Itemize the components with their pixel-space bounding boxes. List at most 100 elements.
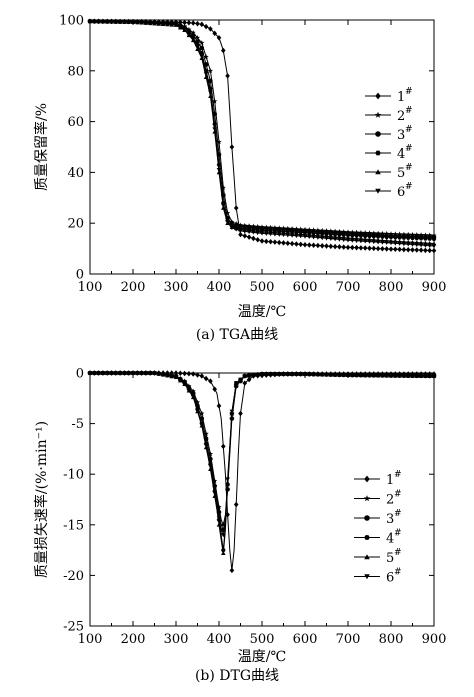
data-point xyxy=(289,240,295,247)
data-point xyxy=(393,373,398,378)
data-point xyxy=(358,245,364,251)
data-point xyxy=(233,381,239,386)
data-point xyxy=(87,19,93,24)
data-point xyxy=(169,22,174,27)
legend-marker xyxy=(364,475,370,483)
data-point xyxy=(246,234,252,240)
data-point xyxy=(208,464,213,469)
data-point xyxy=(285,240,291,247)
legend-entry-superscript: # xyxy=(405,182,413,192)
data-point xyxy=(294,372,299,377)
x-tick-label: 300 xyxy=(164,632,189,647)
legend-entry-2: 2 xyxy=(397,109,405,124)
data-point xyxy=(418,374,424,379)
data-point xyxy=(190,20,196,26)
series-line-4 xyxy=(90,20,434,240)
data-point xyxy=(139,20,144,25)
legend-marker xyxy=(375,131,381,137)
data-point xyxy=(264,238,269,245)
data-point xyxy=(268,238,273,245)
series-6 xyxy=(87,371,437,538)
data-point xyxy=(350,238,355,243)
legend-entry-superscript: # xyxy=(405,125,413,135)
data-point xyxy=(182,370,187,377)
series-4 xyxy=(87,371,437,553)
data-point xyxy=(190,29,196,35)
x-tick-label: 200 xyxy=(121,632,146,647)
data-point xyxy=(109,371,114,376)
x-tick-label: 500 xyxy=(250,632,275,647)
data-point xyxy=(341,237,346,243)
data-point xyxy=(130,20,136,25)
data-point xyxy=(117,19,123,25)
y-tick-label: -25 xyxy=(63,620,84,635)
data-point xyxy=(362,245,368,251)
data-point xyxy=(130,371,136,376)
data-point xyxy=(195,45,200,50)
data-point xyxy=(186,20,192,26)
data-point xyxy=(319,236,325,241)
data-point xyxy=(380,240,385,245)
data-point xyxy=(186,387,192,392)
data-point xyxy=(384,246,389,252)
data-point xyxy=(307,242,312,248)
data-point xyxy=(203,54,209,60)
data-point xyxy=(246,229,252,235)
data-point xyxy=(401,373,407,378)
data-point xyxy=(221,533,226,538)
legend-entry-6: 6 xyxy=(386,571,394,586)
data-point xyxy=(328,232,334,237)
data-point xyxy=(238,377,243,382)
data-point xyxy=(332,243,338,250)
legend-entry-superscript: # xyxy=(405,163,413,173)
data-point xyxy=(156,371,162,377)
data-point xyxy=(264,372,269,377)
data-point xyxy=(298,241,303,248)
series-6 xyxy=(87,19,437,249)
data-point xyxy=(332,372,338,378)
data-point xyxy=(431,247,437,254)
data-point xyxy=(371,373,377,378)
data-point xyxy=(216,35,222,41)
legend-entry-2: 2 xyxy=(386,493,394,508)
y-tick-label: 100 xyxy=(59,14,84,29)
series-5 xyxy=(87,18,437,246)
legend-marker xyxy=(364,515,370,521)
data-point xyxy=(315,372,321,377)
data-point xyxy=(410,247,415,253)
data-point xyxy=(199,373,205,379)
data-point xyxy=(289,372,295,377)
data-point xyxy=(405,246,411,253)
data-point xyxy=(345,233,351,238)
data-point xyxy=(242,374,248,379)
legend-entry-6: 6 xyxy=(397,185,405,200)
data-point xyxy=(315,235,321,240)
data-point xyxy=(405,235,411,240)
data-point xyxy=(414,373,420,379)
data-point xyxy=(431,244,437,249)
data-point xyxy=(362,233,368,238)
data-point xyxy=(207,451,214,457)
data-point xyxy=(242,229,248,234)
data-point xyxy=(405,242,411,247)
series-line-6 xyxy=(90,372,434,537)
data-point xyxy=(221,47,226,54)
data-point xyxy=(307,372,312,377)
data-point xyxy=(100,19,106,24)
data-point xyxy=(178,25,183,30)
data-point xyxy=(169,374,174,379)
y-tick-label: -5 xyxy=(71,417,84,432)
data-point xyxy=(216,168,222,173)
data-point xyxy=(229,144,235,150)
data-point xyxy=(410,373,415,379)
data-point xyxy=(354,373,359,378)
data-point xyxy=(423,374,428,379)
y-tick-label: 40 xyxy=(67,166,84,181)
data-point xyxy=(397,235,402,240)
data-point xyxy=(229,219,235,225)
series-1 xyxy=(87,370,437,574)
data-point xyxy=(126,20,131,25)
data-point xyxy=(324,372,329,377)
x-tick-label: 700 xyxy=(336,632,361,647)
series-line-5 xyxy=(90,372,434,554)
